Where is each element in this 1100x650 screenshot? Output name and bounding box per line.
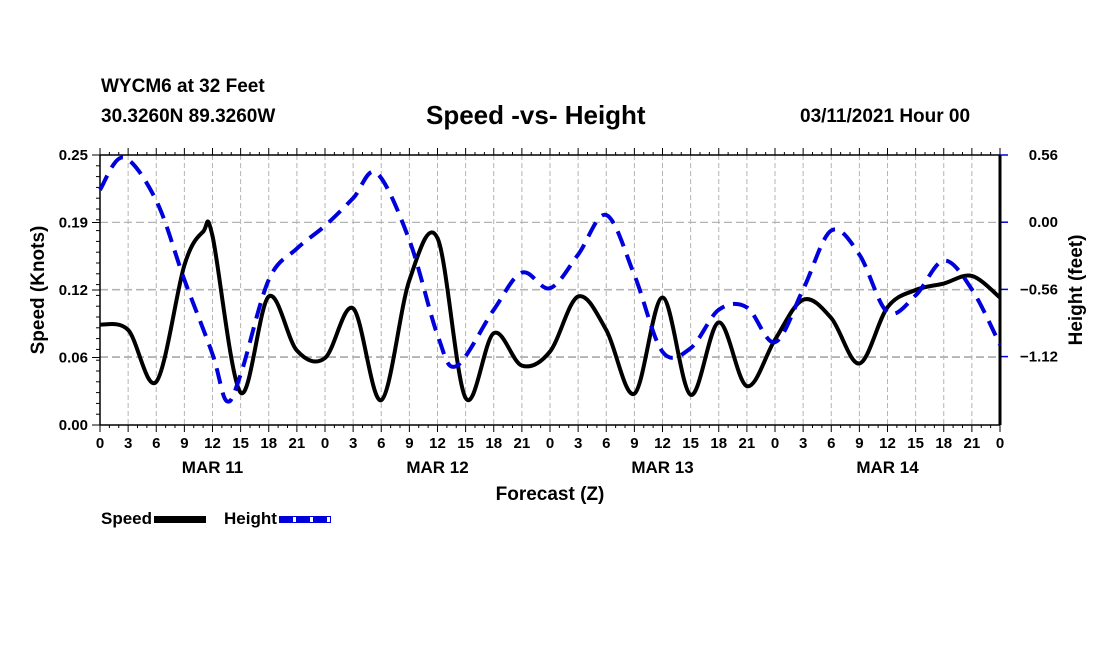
x-tick-label: 9	[180, 435, 188, 452]
y2-tick-label: −0.56	[1020, 281, 1058, 298]
x-tick-label: 0	[771, 435, 779, 452]
date-label: MAR 11	[182, 458, 243, 477]
date-label: MAR 13	[631, 458, 693, 477]
date-label: MAR 14	[856, 458, 919, 477]
y2-tick-label: 0.00	[1029, 214, 1058, 231]
x-tick-label: 12	[204, 435, 221, 452]
station-label: WYCM6 at 32 Feet	[101, 76, 265, 97]
x-tick-label: 18	[710, 435, 727, 452]
x-tick-label: 0	[996, 435, 1004, 452]
x-tick-label: 3	[799, 435, 807, 452]
y-tick-label: 0.25	[59, 147, 88, 164]
x-tick-label: 3	[124, 435, 132, 452]
y-tick-label: 0.00	[59, 417, 88, 434]
series-line-height	[98, 155, 1002, 404]
x-tick-label: 12	[429, 435, 446, 452]
chart-title: Speed -vs- Height	[426, 100, 646, 130]
y-tick-label: 0.12	[59, 282, 88, 299]
x-tick-label: 12	[879, 435, 896, 452]
x-tick-label: 6	[377, 435, 385, 452]
y2-axis-label: Height (feet)	[1066, 235, 1087, 346]
x-tick-label: 15	[232, 435, 249, 452]
series-line-speed	[99, 219, 1002, 403]
x-tick-label: 21	[964, 435, 981, 452]
x-tick-label: 3	[574, 435, 582, 452]
legend-height-label: Height	[224, 509, 277, 528]
x-tick-label: 9	[405, 435, 413, 452]
x-tick-label: 6	[152, 435, 160, 452]
issued-time-label: 03/11/2021 Hour 00	[800, 106, 971, 127]
x-tick-label: 0	[96, 435, 104, 452]
x-tick-label: 18	[260, 435, 277, 452]
x-tick-label: 15	[457, 435, 474, 452]
series-layer	[98, 155, 1002, 404]
coordinates-label: 30.3260N 89.3260W	[101, 106, 276, 127]
x-tick-label: 21	[289, 435, 306, 452]
x-tick-label: 21	[514, 435, 531, 452]
y-tick-label: 0.06	[59, 350, 88, 367]
x-tick-label: 3	[349, 435, 357, 452]
x-tick-label: 18	[485, 435, 502, 452]
y2-tick-label: 0.56	[1029, 147, 1058, 164]
x-tick-label: 9	[855, 435, 863, 452]
x-tick-label: 6	[602, 435, 610, 452]
y-axis-label: Speed (Knots)	[28, 226, 49, 355]
y2-tick-label: −1.12	[1020, 349, 1058, 366]
x-tick-label: 9	[630, 435, 638, 452]
legend-speed-swatch	[154, 515, 207, 523]
legend: Speed Height	[101, 509, 349, 529]
x-tick-label: 0	[546, 435, 554, 452]
axes: 0 3 6 9 12 15 18 21 0 3 6 9 12 15 18 21 0 3 6 9 12 15 18 21 0 3 6 9…	[59, 147, 1058, 477]
x-tick-label: 18	[935, 435, 952, 452]
x-tick-label: 21	[739, 435, 756, 452]
x-tick-label: 15	[907, 435, 924, 452]
x-tick-label: 15	[682, 435, 699, 452]
x-axis-label: Forecast (Z)	[496, 484, 605, 505]
legend-height-swatch	[278, 515, 331, 523]
y-tick-label: 0.19	[59, 215, 88, 232]
x-tick-label: 6	[827, 435, 835, 452]
x-tick-label: 0	[321, 435, 329, 452]
x-tick-label: 12	[654, 435, 671, 452]
date-label: MAR 12	[406, 458, 468, 477]
legend-speed-label: Speed	[101, 509, 153, 528]
